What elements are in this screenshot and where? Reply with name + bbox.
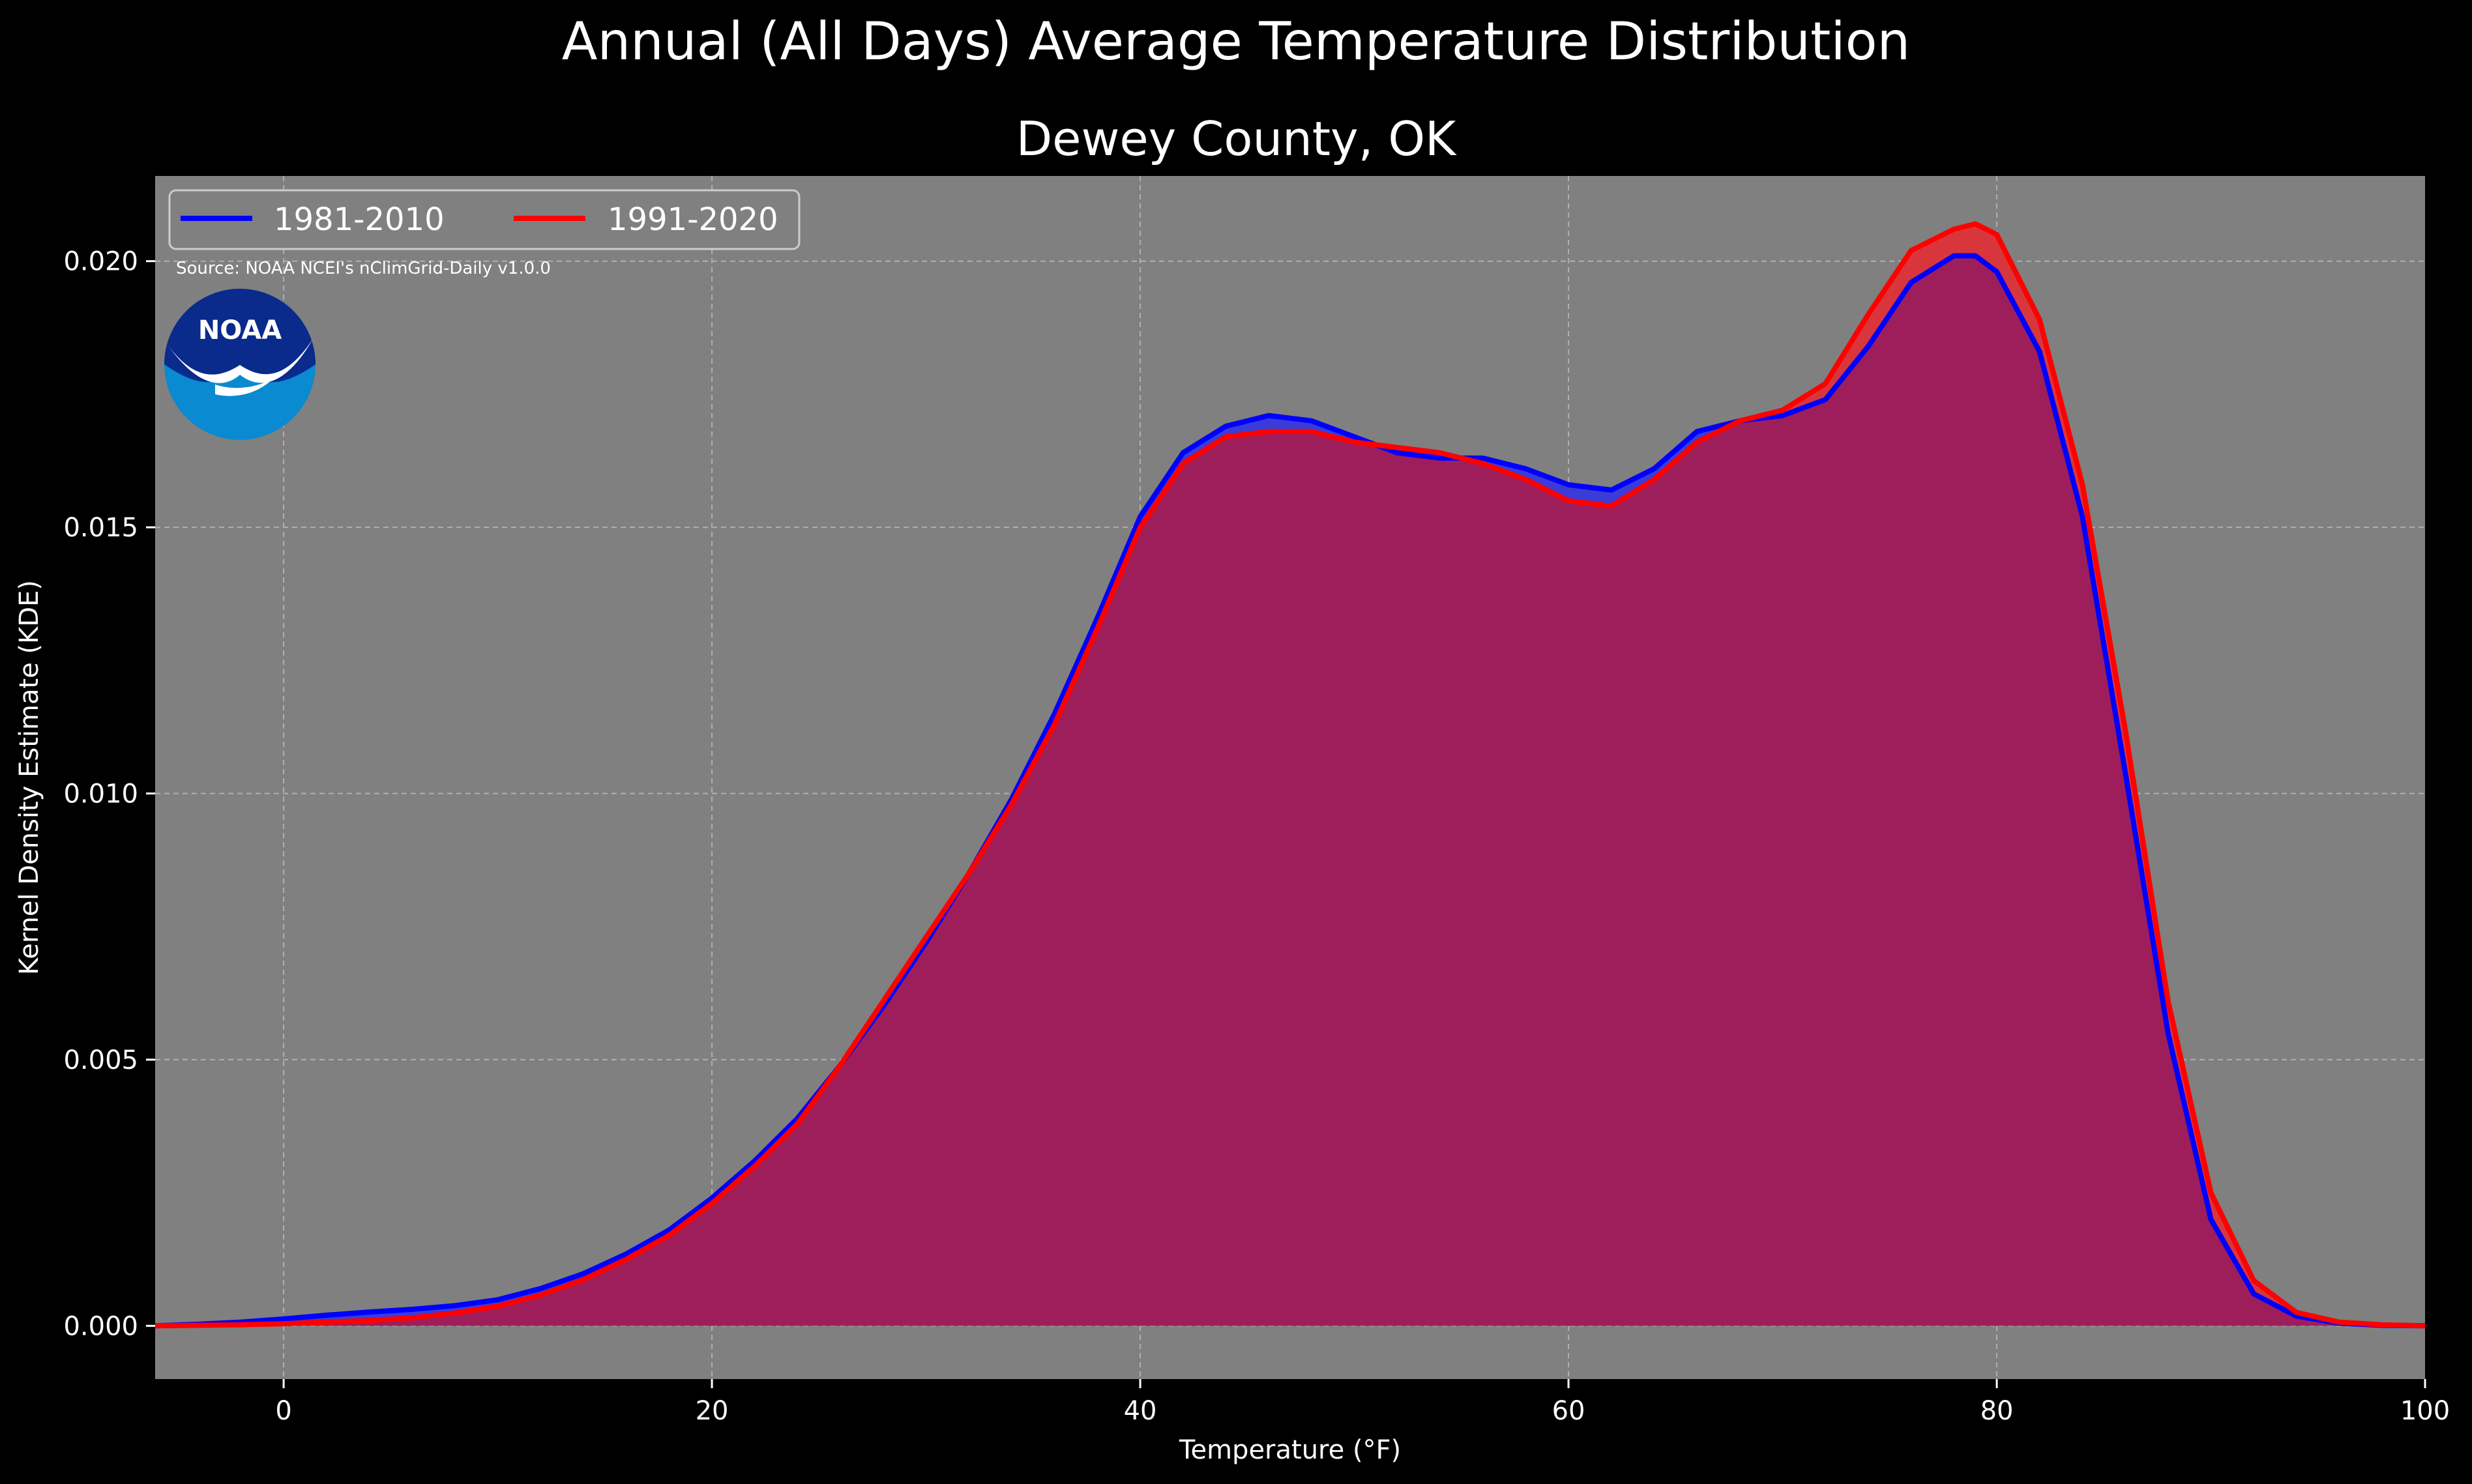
x-tick-label: 40 xyxy=(1124,1396,1157,1426)
area-overlap xyxy=(155,255,2425,1326)
y-tick-label: 0.020 xyxy=(63,247,138,277)
source-note: Source: NOAA NCEI's nClimGrid-Daily v1.0… xyxy=(176,259,551,278)
y-tick-label: 0.000 xyxy=(63,1311,138,1341)
x-tick-label: 80 xyxy=(1980,1396,2014,1426)
density-lines xyxy=(154,221,2426,1329)
y-tick-label: 0.005 xyxy=(63,1045,138,1075)
y-tick-label: 0.015 xyxy=(63,513,138,543)
x-tick-label: 20 xyxy=(696,1396,729,1426)
noaa-logo-text: NOAA xyxy=(198,315,282,345)
legend: 1981-2010 1991-2020 xyxy=(168,189,801,250)
x-axis-label: Temperature (°F) xyxy=(1179,1435,1401,1465)
legend-label-1981-2010: 1981-2010 xyxy=(274,201,445,238)
y-axis-label: Kernel Density Estimate (KDE) xyxy=(14,580,44,975)
density-areas xyxy=(155,224,2425,1326)
chart-title: Annual (All Days) Average Temperature Di… xyxy=(561,11,1911,72)
x-tick-label: 0 xyxy=(275,1396,291,1426)
chart-subtitle: Dewey County, OK xyxy=(1016,111,1456,166)
legend-box xyxy=(168,189,801,250)
x-tick-label: 100 xyxy=(2400,1396,2450,1426)
line-1981-2010 xyxy=(154,253,2426,1329)
noaa-logo: NOAA xyxy=(164,289,316,440)
x-tick-label: 60 xyxy=(1552,1396,1585,1426)
y-tick-label: 0.010 xyxy=(63,779,138,809)
line-1991-2020 xyxy=(154,221,2426,1329)
legend-label-1991-2020: 1991-2020 xyxy=(608,201,778,238)
axis-ticks: 0 20 40 60 80 100 0.000 0.005 0.010 0.015 0.020 xyxy=(63,247,2450,1426)
